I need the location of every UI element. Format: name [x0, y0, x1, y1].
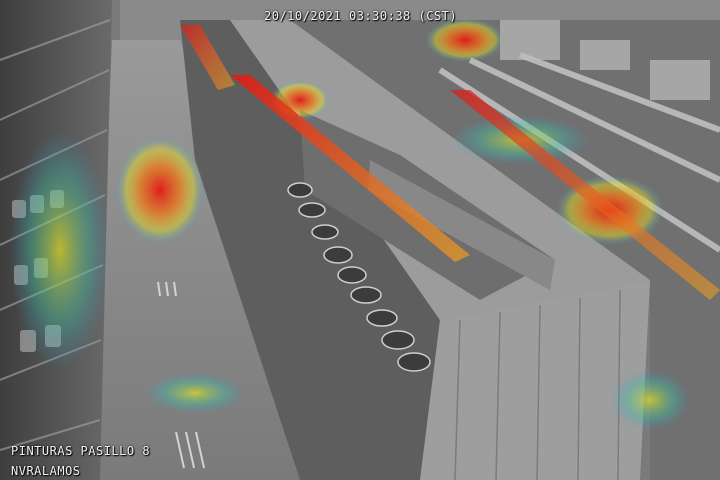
center-gondola-side [180, 20, 440, 480]
camera-name: PINTURAS PASILLO 8 [11, 444, 151, 458]
center-gondola-top [230, 20, 650, 320]
right-shelving [290, 20, 720, 480]
recorder-name: NVRALAMOS [11, 464, 81, 478]
camera-label: PINTURAS PASILLO 8 NVRALAMOS [11, 441, 150, 480]
heatmap-overlay [10, 18, 720, 430]
paint-cans [287, 182, 431, 372]
end-cap-panel [420, 280, 650, 480]
timestamp-overlay: 20/10/2021 03:30:38 (CST) [264, 9, 458, 23]
